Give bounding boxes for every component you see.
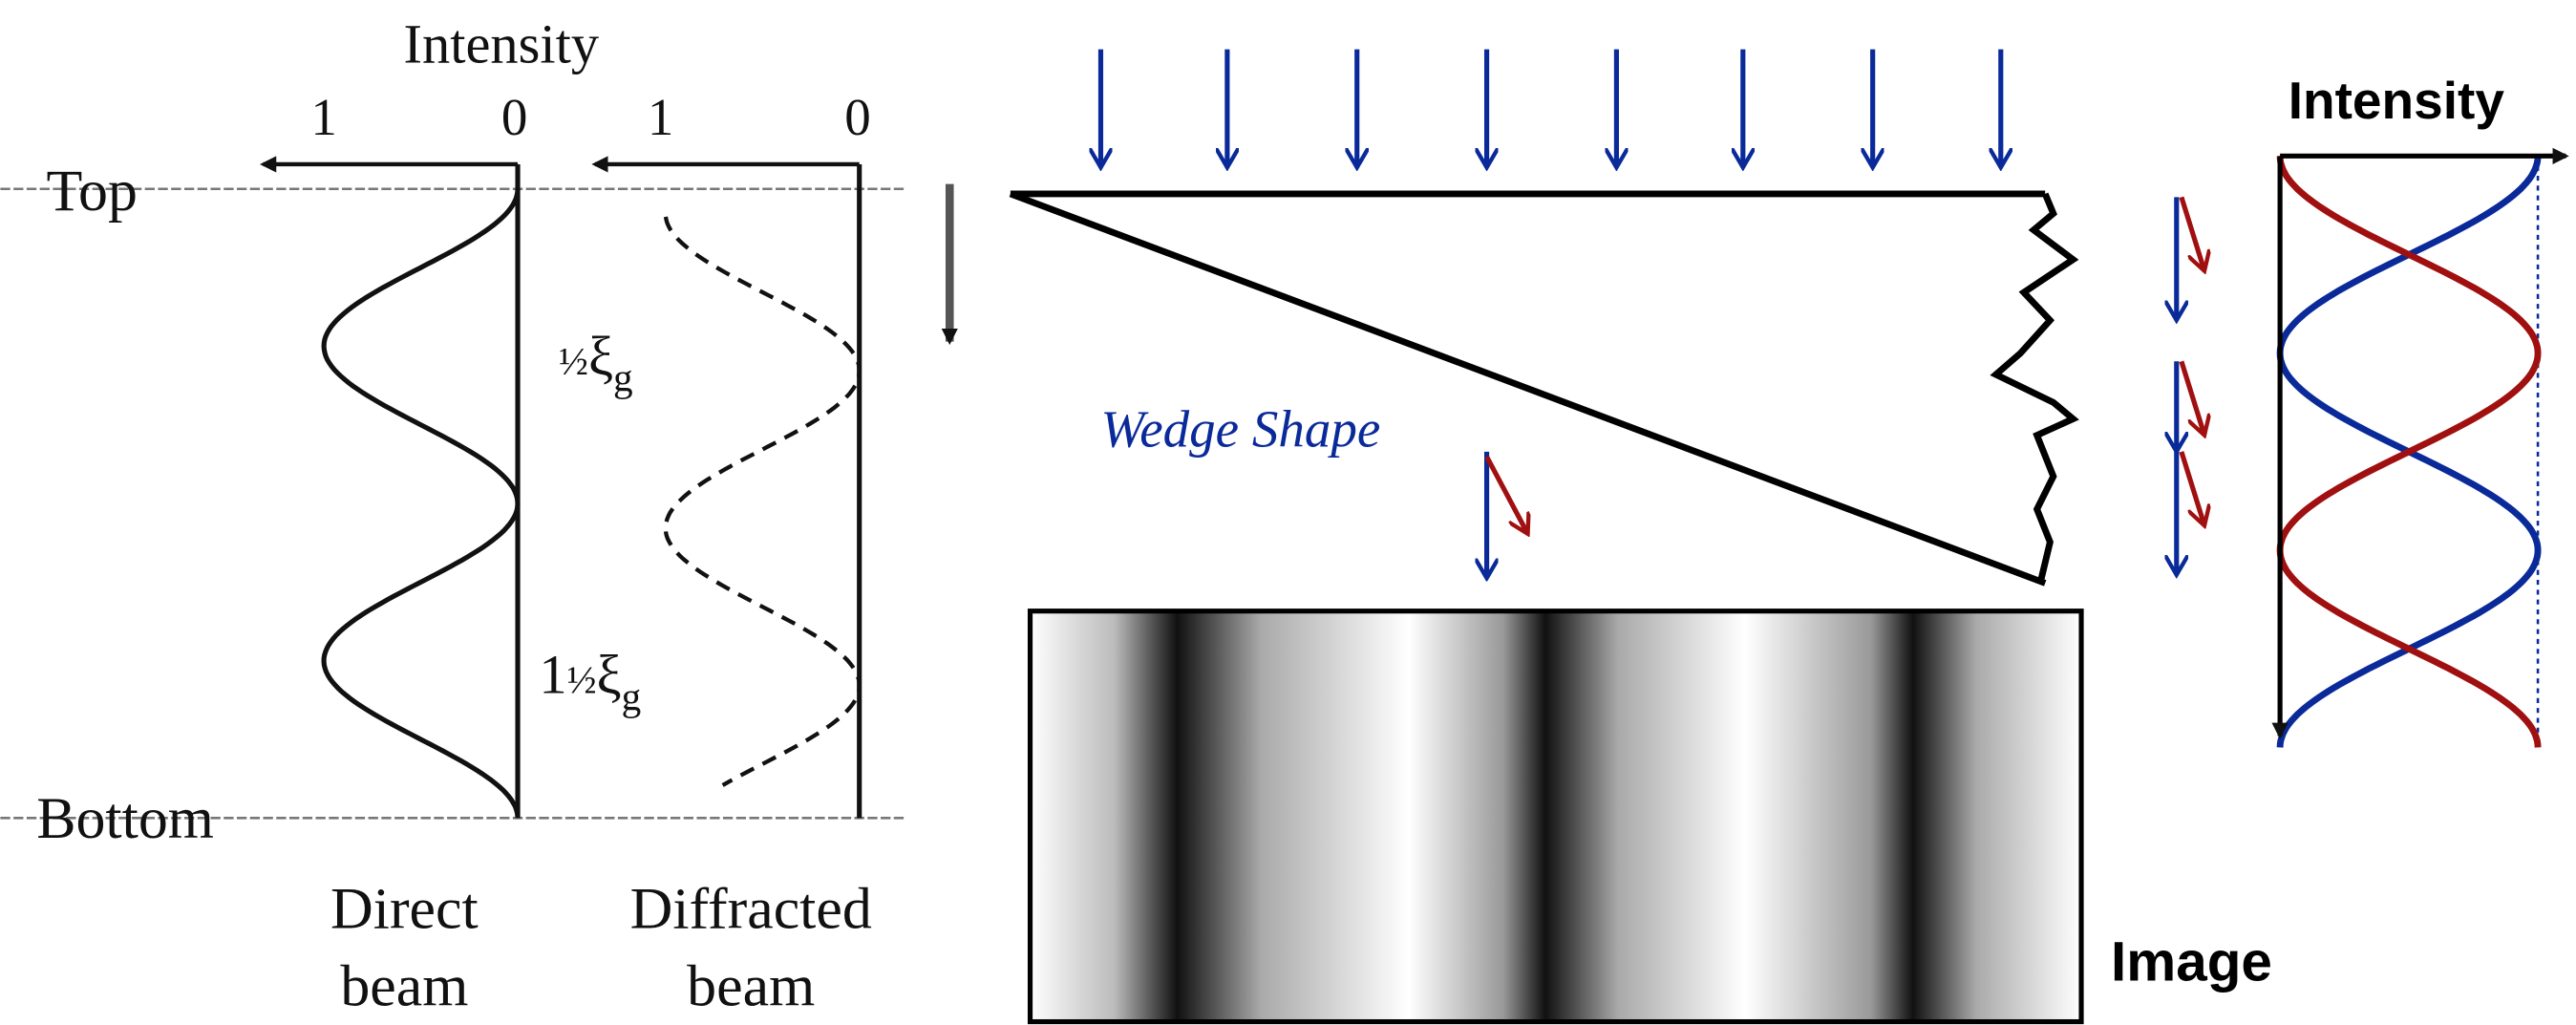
image-fringes: [1031, 611, 2082, 1022]
diffracted-arrow: [1487, 457, 1528, 534]
scale-label: 0: [844, 88, 871, 146]
middle-panel: Wedge Shape Image: [1011, 50, 2272, 1022]
exit-diffracted-arrow: [2182, 361, 2204, 435]
left-panel: Intensity 1 0 1 0 Top Bottom ½ξg 1½ξg Di…: [0, 12, 949, 1018]
right-panel: Intensity: [2280, 71, 2565, 748]
diffracted-beam-label: Diffracted: [630, 877, 872, 942]
wedge-label: Wedge Shape: [1100, 400, 1380, 459]
mark-label: ½ξg: [559, 325, 633, 399]
symbol: ξ: [588, 325, 613, 387]
subscript: g: [622, 674, 642, 718]
diagram: Intensity 1 0 1 0 Top Bottom ½ξg 1½ξg Di…: [0, 0, 2576, 1025]
bottom-label: Bottom: [36, 786, 214, 851]
wedge-edge: [1996, 194, 2074, 584]
whole: 1: [539, 644, 566, 706]
scale-label: 1: [310, 88, 337, 146]
intensity-label: Intensity: [404, 12, 600, 75]
direct-curve: [324, 189, 518, 817]
direct-beam-label: beam: [340, 953, 468, 1018]
intensity-label: Intensity: [2289, 71, 2505, 130]
wedge-slope: [1011, 194, 2045, 584]
scale-label: 0: [501, 88, 528, 146]
image-label: Image: [2111, 931, 2272, 993]
diffracted-curve: [666, 217, 860, 785]
fraction: ½: [559, 339, 588, 383]
top-label: Top: [47, 159, 138, 224]
mark-label: 1½ξg: [539, 644, 641, 718]
exit-diffracted-arrow: [2182, 197, 2204, 270]
exit-diffracted-arrow: [2182, 452, 2204, 525]
subscript: g: [613, 355, 633, 399]
diffracted-beam-label: beam: [687, 953, 815, 1018]
fraction: ½: [567, 658, 597, 702]
symbol: ξ: [597, 644, 622, 706]
direct-beam-label: Direct: [330, 877, 479, 942]
diffracted-intensity-curve: [2280, 156, 2538, 747]
scale-label: 1: [648, 88, 674, 146]
